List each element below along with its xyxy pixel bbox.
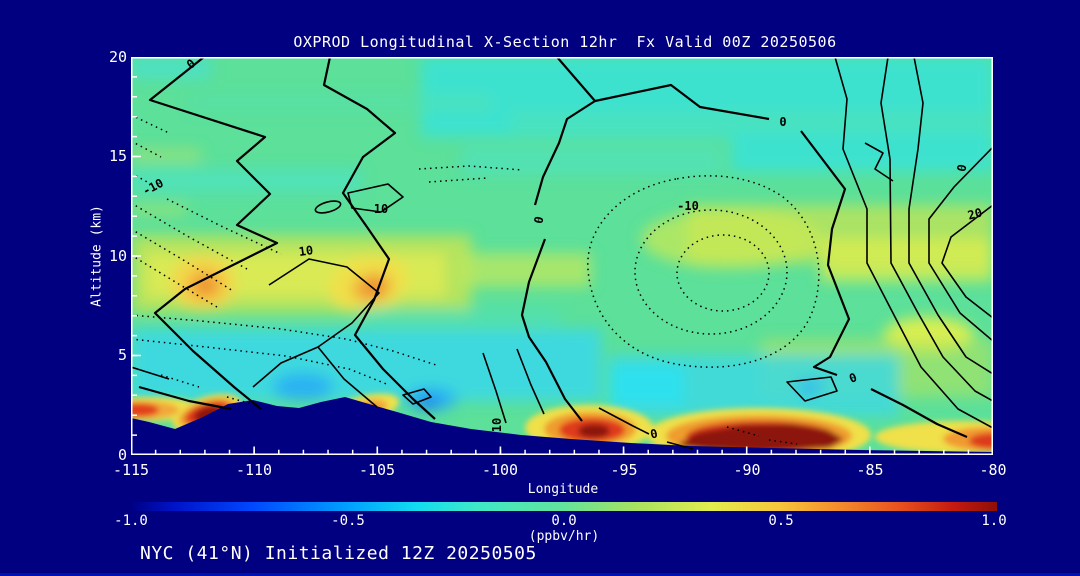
x-tick-100: -100	[481, 461, 519, 479]
chart-title: OXPROD Longitudinal X-Section 12hr Fx Va…	[293, 33, 837, 51]
colorbar-tick-05: 0.5	[768, 513, 794, 529]
dotted-contours	[131, 114, 820, 445]
x-tick-90: -90	[733, 461, 761, 479]
colorbar-units: (ppbv/hr)	[528, 529, 600, 544]
plot-border	[131, 57, 993, 455]
y-tick-15: 15	[108, 147, 127, 165]
colorbar	[131, 502, 997, 511]
y-tick-20: 20	[108, 48, 127, 66]
contour-label-10c: 10	[490, 417, 504, 433]
terrain-silhouette	[131, 397, 993, 455]
x-tick-95: -95	[610, 461, 638, 479]
colorbar-tick-m1: -1.0	[114, 513, 148, 529]
colorbar-tick-1: 1.0	[981, 513, 1007, 529]
y-tick-10: 10	[108, 247, 127, 265]
init-annotation: NYC (41°N) Initialized 12Z 20250505	[140, 543, 537, 564]
contour-label-m10b: -10	[677, 199, 699, 213]
x-tick-115: -115	[112, 461, 150, 479]
axis-ticks	[131, 57, 993, 455]
x-tick-85: -85	[856, 461, 884, 479]
bottom-edge-strip	[0, 573, 1080, 576]
x-tick-80: -80	[979, 461, 1007, 479]
contour-plot-svg	[131, 57, 993, 455]
contour-label-20: 20	[966, 205, 984, 223]
contour-label-10a: 10	[373, 202, 389, 216]
y-tick-0: 0	[117, 446, 127, 464]
contour-label-0b: 0	[779, 115, 787, 129]
x-tick-110: -110	[235, 461, 273, 479]
x-axis-title: Longitude	[527, 482, 599, 497]
y-axis-title: Altitude (km)	[89, 205, 105, 307]
colorbar-tick-0: 0.0	[551, 513, 577, 529]
colorbar-tick-m05: -0.5	[331, 513, 365, 529]
y-tick-5: 5	[117, 346, 127, 364]
solid-contours	[131, 57, 993, 450]
contour-label-10b: 10	[297, 243, 315, 259]
field-fill-patches	[131, 57, 993, 417]
x-tick-105: -105	[358, 461, 396, 479]
plot-area: 0 -10 10 10 0 0 -10 0 20 0 0 10	[131, 56, 993, 455]
